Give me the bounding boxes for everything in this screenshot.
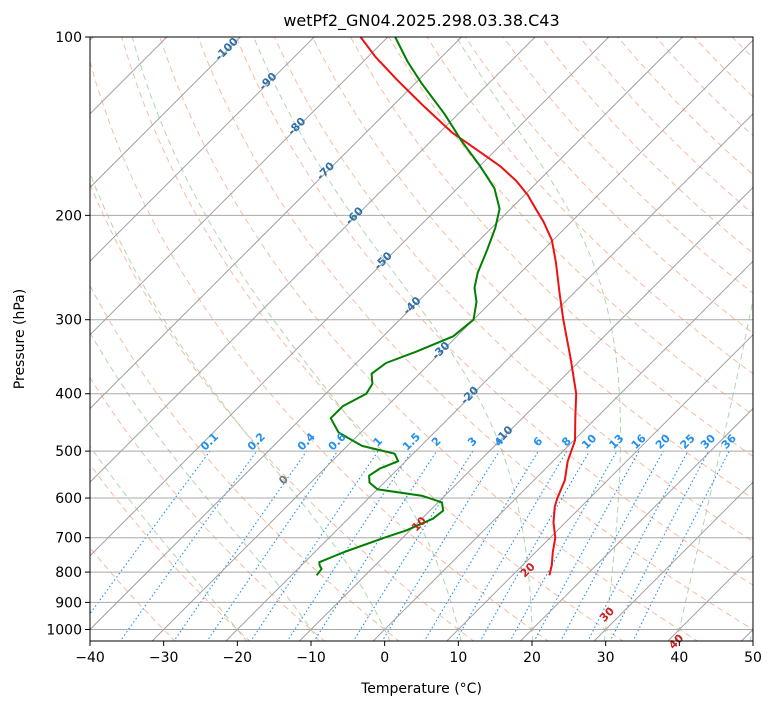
x-tick-label: 20 [523, 650, 541, 666]
moist-adiabat-line [90, 445, 248, 641]
moist-adiabat-line [90, 171, 391, 641]
y-tick-label: 100 [55, 30, 82, 46]
x-tick-label: −20 [223, 650, 253, 666]
dry-adiabat-line [197, 37, 753, 631]
mixing-ratio-line [286, 450, 413, 641]
isotherm-gridline [151, 39, 753, 641]
isotherm-gridline [225, 113, 753, 641]
x-tick-label: 40 [670, 650, 688, 666]
y-tick-label: 800 [55, 565, 82, 581]
x-axis: −40 −30 −20 −10 0 10 20 30 40 50 [75, 641, 762, 666]
y-tick-label: 700 [55, 531, 82, 547]
y-tick-label: 400 [55, 387, 82, 403]
moist-adiabat-line [676, 296, 753, 641]
moist-adiabat-line [253, 37, 533, 641]
y-tick-label: 1000 [46, 623, 82, 639]
mixing-ratio-line [381, 450, 500, 641]
chart-title: wetPf2_GN04.2025.298.03.38.C43 [283, 11, 559, 31]
y-tick-label: 300 [55, 313, 82, 329]
dewpoint-profile-line [315, 37, 501, 576]
y-tick-label: 200 [55, 208, 82, 224]
y-tick-label: 600 [55, 491, 82, 507]
dry-adiabat-line [273, 37, 753, 543]
dry-adiabat-line [90, 463, 251, 641]
plot-frame [89, 36, 754, 642]
mixing-ratio-line [250, 450, 379, 641]
y-axis: 100 200 300 400 500 600 700 800 900 1000 [46, 30, 90, 639]
mixing-ratio-line [313, 450, 438, 641]
dry-adiabat-line [121, 37, 624, 641]
adiabat-lines [90, 37, 753, 641]
isotherm-gridline [90, 37, 315, 262]
mixing-ratio-line [560, 450, 664, 641]
mixing-ratio-lines [90, 450, 730, 641]
dry-adiabat-line [502, 37, 753, 294]
isotherm-gridline [90, 37, 389, 336]
grid-lines [90, 37, 753, 641]
isotherm-gridline [593, 481, 753, 641]
dry-adiabat-line [312, 37, 753, 500]
x-axis-label: Temperature (°C) [360, 681, 482, 697]
mixing-ratio-line [352, 450, 474, 641]
x-tick-label: 0 [380, 650, 389, 666]
temperature-profile-line [359, 37, 578, 576]
x-tick-label: 10 [449, 650, 467, 666]
dry-adiabat-line [90, 376, 326, 641]
x-tick-label: −40 [75, 650, 105, 666]
y-axis-label: Pressure (hPa) [12, 289, 28, 389]
mixing-ratio-line [119, 450, 258, 641]
mixing-ratio-line [533, 450, 640, 641]
dry-adiabat-line [90, 59, 550, 641]
dry-adiabat-line [159, 37, 699, 641]
isotherm-gridline [519, 407, 753, 641]
dry-adiabat-line [235, 37, 753, 586]
y-tick-label: 500 [55, 444, 82, 460]
sounding-profiles [315, 37, 578, 576]
isotherm-gridline [298, 186, 753, 641]
x-tick-label: −10 [296, 650, 326, 666]
plot-background [90, 37, 753, 641]
mixing-ratio-line [206, 450, 339, 641]
moist-adiabat-line [90, 331, 320, 641]
mixing-ratio-line [173, 450, 308, 641]
isotherm-gridline [90, 37, 610, 557]
isotherm-gridline [372, 260, 753, 641]
isotherm-gridline [446, 334, 753, 641]
isotherm-gridline [90, 37, 242, 189]
moist-adiabat-line [131, 37, 462, 641]
mixing-ratio-line [632, 450, 730, 641]
mixing-ratio-line [90, 450, 211, 615]
x-tick-label: 30 [597, 650, 615, 666]
isotherm-gridline [90, 37, 684, 631]
y-tick-label: 900 [55, 595, 82, 611]
x-tick-label: 50 [744, 650, 762, 666]
x-tick-label: −30 [149, 650, 179, 666]
isotherm-gridline [90, 37, 463, 410]
